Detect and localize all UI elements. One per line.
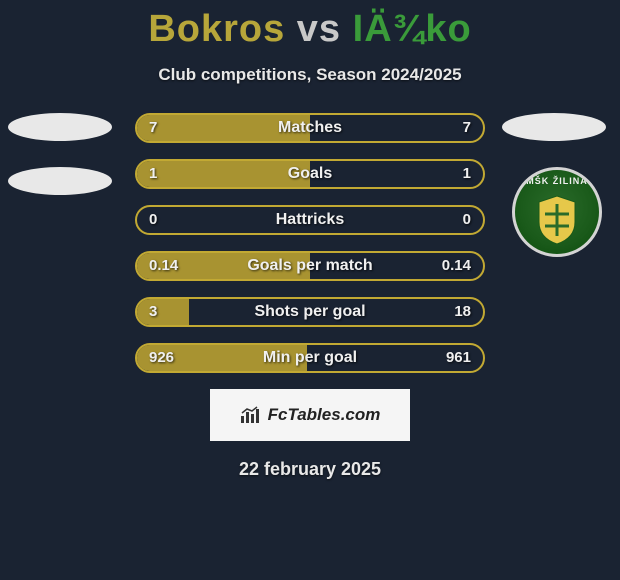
date: 22 february 2025: [0, 459, 620, 480]
stat-value-right: 0: [463, 207, 471, 233]
chart-icon: [240, 406, 262, 424]
stat-value-right: 7: [463, 115, 471, 141]
shield-icon: [535, 194, 579, 246]
page-title: Bokros vs IÄ¾ko: [0, 0, 620, 51]
stat-label: Shots per goal: [137, 299, 483, 325]
stats-area: MŠK ŽILINA 7Matches7 1Goals1 0Hattricks0 0.…: [0, 113, 620, 373]
stat-label: Min per goal: [137, 345, 483, 371]
stat-label: Matches: [137, 115, 483, 141]
stat-value-right: 961: [446, 345, 471, 371]
vs-text: vs: [297, 8, 341, 50]
stat-row: 1Goals1: [135, 159, 485, 189]
stat-label: Goals per match: [137, 253, 483, 279]
stat-value-right: 1: [463, 161, 471, 187]
stat-label: Hattricks: [137, 207, 483, 233]
player1-name: Bokros: [148, 8, 285, 50]
left-club-placeholder: [8, 167, 112, 195]
left-badges: [8, 113, 118, 221]
stat-row: 926Min per goal961: [135, 343, 485, 373]
club-badge-text: MŠK ŽILINA: [526, 176, 588, 186]
watermark: FcTables.com: [210, 389, 410, 441]
subtitle: Club competitions, Season 2024/2025: [0, 65, 620, 85]
stat-row: 0.14Goals per match0.14: [135, 251, 485, 281]
stat-label: Goals: [137, 161, 483, 187]
player2-name: IÄ¾ko: [353, 8, 472, 50]
right-club-badge: MŠK ŽILINA: [512, 167, 602, 257]
stat-value-right: 0.14: [442, 253, 471, 279]
watermark-text: FcTables.com: [268, 405, 381, 425]
stat-value-right: 18: [454, 299, 471, 325]
stat-row: 7Matches7: [135, 113, 485, 143]
right-badges: MŠK ŽILINA: [502, 113, 612, 257]
stat-row: 0Hattricks0: [135, 205, 485, 235]
right-flag-placeholder: [502, 113, 606, 141]
stat-row: 3Shots per goal18: [135, 297, 485, 327]
stat-rows: 7Matches7 1Goals1 0Hattricks0 0.14Goals per…: [135, 113, 485, 373]
left-flag-placeholder: [8, 113, 112, 141]
